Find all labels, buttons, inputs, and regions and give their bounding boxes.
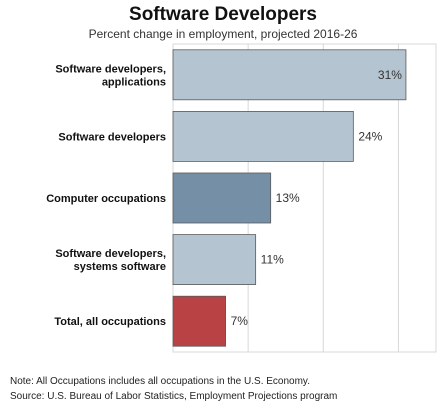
value-label: 13%: [276, 191, 300, 205]
bar: [172, 172, 272, 224]
chart-title: Software Developers: [129, 4, 317, 25]
category-label: Computer occupations: [46, 193, 166, 205]
category-label: Software developers: [58, 131, 166, 143]
bar: [172, 49, 407, 101]
category-label: Software developers, systems software: [55, 248, 166, 273]
category-label: Total, all occupations: [54, 316, 166, 328]
chart-subtitle: Percent change in employment, projected …: [88, 27, 358, 41]
bar: [172, 295, 226, 347]
category-label: Software developers, applications: [55, 63, 166, 88]
value-label: 7%: [231, 314, 249, 328]
value-label: 24%: [358, 129, 382, 143]
value-label: 31%: [378, 68, 402, 82]
chart-note: Note: All Occupations includes all occup…: [10, 376, 310, 387]
value-label: 11%: [261, 253, 284, 267]
chart-source: Source: U.S. Bureau of Labor Statistics,…: [10, 391, 338, 402]
bar: [172, 234, 257, 286]
bar: [172, 111, 354, 162]
